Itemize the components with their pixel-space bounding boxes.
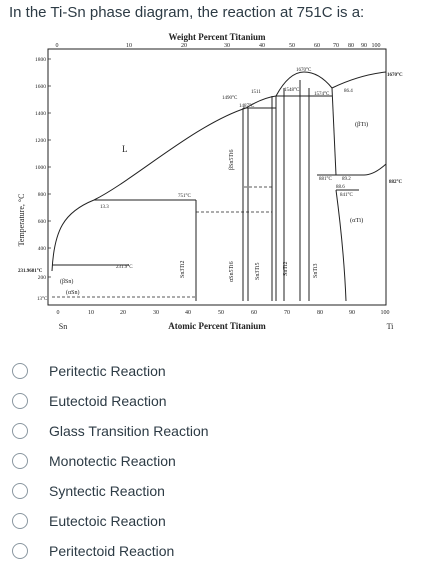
option-label: Peritectic Reaction <box>49 363 166 379</box>
label-beta-ti: (βTi) <box>355 121 368 128</box>
bottom-axis-title: Atomic Percent Titanium <box>168 321 266 331</box>
option-label: Eutectoid Reaction <box>49 393 167 409</box>
annot-231968: 231.9681°C <box>18 269 43 274</box>
bottom-tick: 60 <box>251 310 257 316</box>
bottom-tick: 0 <box>57 310 60 316</box>
label-beta-sn5ti6: βSn5Ti6 <box>229 149 235 170</box>
bottom-tick: 50 <box>218 310 224 316</box>
annot-864: 86.4 <box>344 89 353 94</box>
annot-2319: 231.9°C <box>116 265 133 270</box>
top-tick: 80 <box>348 43 354 49</box>
top-tick: 100 <box>372 43 381 49</box>
label-snti3: SnTi3 <box>313 264 319 278</box>
y-axis-title: Temperature, °C <box>17 194 26 247</box>
radio-button[interactable] <box>12 513 28 529</box>
radio-button[interactable] <box>12 543 28 559</box>
bottom-tick: 20 <box>120 310 126 316</box>
top-tick: 10 <box>126 43 132 49</box>
bottom-tick: 80 <box>317 310 323 316</box>
y-tick: 1600 <box>35 84 46 90</box>
annot-1670: 1670°C <box>296 68 312 73</box>
bottom-tick: 70 <box>284 310 290 316</box>
bottom-tick: 10 <box>88 310 94 316</box>
annot-751: 751°C <box>178 194 191 199</box>
option-eutectoid[interactable]: Eutectoid Reaction <box>0 386 435 416</box>
annot-892: 89.2 <box>342 177 351 182</box>
radio-button[interactable] <box>12 423 28 439</box>
label-alpha-sn5ti6: αSn5Ti6 <box>229 261 235 282</box>
option-peritectic[interactable]: Peritectic Reaction <box>0 356 435 386</box>
top-tick: 30 <box>224 43 230 49</box>
option-monotectic[interactable]: Monotectic Reaction <box>0 446 435 476</box>
option-syntectic[interactable]: Syntectic Reaction <box>0 476 435 506</box>
top-axis-title: Weight Percent Titanium <box>168 32 266 42</box>
y-tick: 1200 <box>35 138 46 144</box>
radio-button[interactable] <box>12 483 28 499</box>
annot-1487: 1487°C <box>239 104 255 109</box>
bottom-tick: 40 <box>185 310 191 316</box>
top-tick: 50 <box>289 43 295 49</box>
annot-881: 881°C <box>319 177 332 182</box>
option-label: Peritectoid Reaction <box>49 543 175 559</box>
label-alpha-ti: (αTi) <box>350 217 363 224</box>
radio-button[interactable] <box>12 393 28 409</box>
label-liquid: L <box>122 144 128 154</box>
option-peritectoid[interactable]: Peritectoid Reaction <box>0 536 435 566</box>
top-tick: 90 <box>361 43 367 49</box>
option-label: Glass Transition Reaction <box>49 423 209 439</box>
y-tick: 1800 <box>35 57 46 63</box>
y-tick: 200 <box>38 275 47 281</box>
option-label: Monotectic Reaction <box>49 453 176 469</box>
element-sn: Sn <box>59 322 67 331</box>
top-tick: 20 <box>181 43 187 49</box>
annot-841: 841°C <box>340 193 353 198</box>
annot-886: 88.6 <box>336 185 345 190</box>
top-tick: 40 <box>259 43 265 49</box>
annot-1511: 1511 <box>251 90 261 95</box>
top-tick: 0 <box>56 43 59 49</box>
annot-right-882: 882°C <box>389 180 402 185</box>
bottom-tick: 30 <box>153 310 159 316</box>
y-tick: 400 <box>38 246 47 252</box>
y-tick: 800 <box>38 192 47 198</box>
label-snti2: SnTi2 <box>283 262 289 276</box>
option-label: Syntectic Reaction <box>49 483 165 499</box>
ti-sn-phase-diagram: Weight Percent Titanium 0 10 20 30 40 50… <box>14 30 410 348</box>
y-tick: 600 <box>38 219 47 225</box>
annot-1574: 1574°C <box>314 92 330 97</box>
annot-right-1670: 1670°C <box>387 73 403 78</box>
annot-1548: 1548°C <box>284 88 300 93</box>
element-ti: Ti <box>387 322 395 331</box>
option-label: Eutectoic Reaction <box>49 513 166 529</box>
label-beta-sn: (βSn) <box>60 278 73 285</box>
radio-button[interactable] <box>12 363 28 379</box>
y-tick: 1400 <box>35 111 46 117</box>
question-text: In the Ti-Sn phase diagram, the reaction… <box>9 4 365 21</box>
option-glass-transition[interactable]: Glass Transition Reaction <box>0 416 435 446</box>
radio-button[interactable] <box>12 453 28 469</box>
top-tick: 60 <box>314 43 320 49</box>
annot-1490: 1490°C <box>222 96 238 101</box>
bottom-tick: 100 <box>381 310 390 316</box>
bottom-tick: 90 <box>349 310 355 316</box>
label-alpha-sn: (αSn) <box>66 289 79 296</box>
annot-133: 13.3 <box>100 205 109 210</box>
top-tick: 70 <box>333 43 339 49</box>
annot-13: 13°C <box>37 297 48 302</box>
y-tick: 1000 <box>35 165 46 171</box>
option-eutectoic[interactable]: Eutectoic Reaction <box>0 506 435 536</box>
label-sn3ti5: Sn3Ti5 <box>255 263 261 280</box>
label-sn3ti2: Sn3Ti2 <box>180 261 186 278</box>
